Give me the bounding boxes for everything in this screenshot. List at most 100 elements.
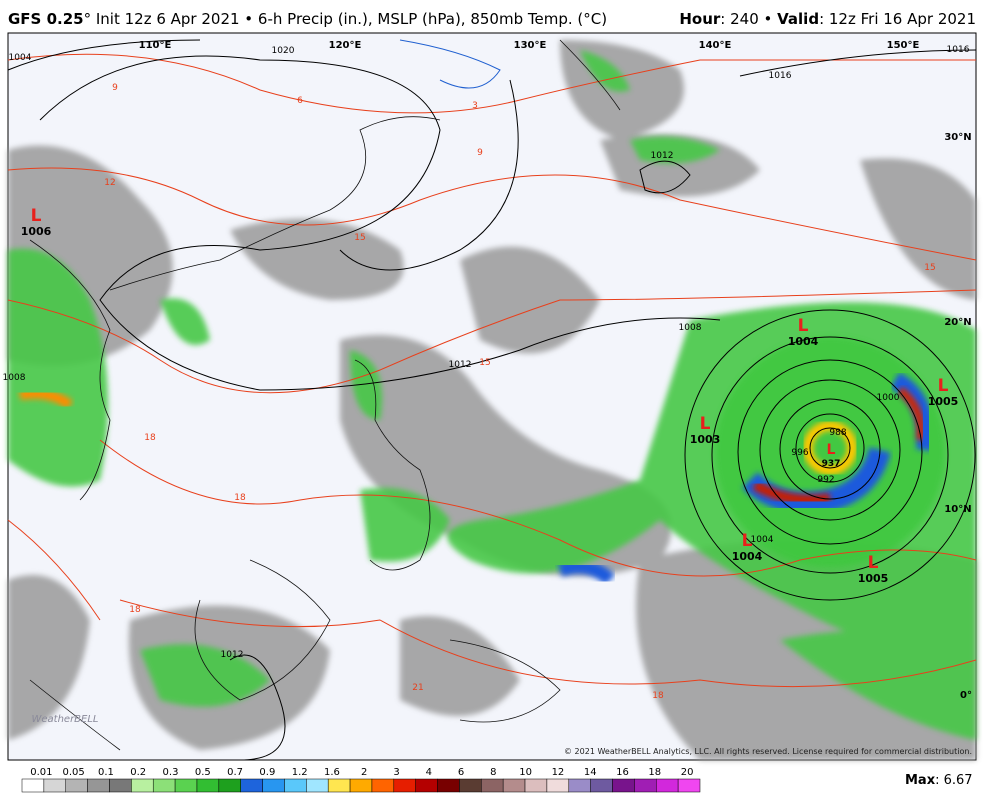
legend-swatch: [65, 778, 88, 793]
spiral-core: [752, 480, 831, 505]
logo: WeatherBELL: [31, 714, 98, 725]
temperature-label: 6: [297, 96, 303, 106]
legend-swatch: [284, 778, 307, 793]
legend-label: 0.05: [63, 767, 85, 778]
temperature-label: 18: [129, 605, 141, 615]
legend-swatch: [481, 778, 504, 793]
isobar-label: 988: [829, 428, 846, 438]
header-left: GFS 0.25° Init 12z 6 Apr 2021 • 6-h Prec…: [8, 10, 607, 28]
legend-label: 10: [519, 767, 532, 778]
isobar-label: 1000: [877, 393, 900, 403]
low-pressure: 1004: [788, 335, 819, 348]
legend-swatch: [196, 778, 220, 793]
temp-contours: [7, 53, 977, 688]
legend-swatch: [590, 778, 613, 793]
legend-swatch: [459, 778, 482, 793]
coastlines: [29, 39, 621, 751]
legend: 0.01 0.05 0.1 0.2 0.3 0.5 0.7 0.9 1.2 1.6 2 3 4 6 8 10 1…: [21, 767, 701, 793]
temperature-label: 12: [104, 178, 115, 188]
low-pressure: 937: [822, 459, 841, 469]
header-right: Hour: 240 • Valid: 12z Fri 16 Apr 2021: [679, 10, 976, 28]
latitude-label: 20°N: [944, 317, 971, 328]
legend-swatch: [349, 778, 373, 793]
temperature-label: 21: [412, 683, 423, 693]
legend-swatch: [240, 778, 263, 793]
isobars: [7, 39, 977, 761]
legend-swatch: [43, 778, 66, 793]
legend-label: 14: [584, 767, 597, 778]
legend-swatch: [174, 778, 198, 793]
legend-label: 3: [393, 767, 399, 778]
legend-label: 1.6: [324, 767, 340, 778]
legend-label: 0.7: [227, 767, 243, 778]
legend-label: 0.2: [130, 767, 146, 778]
legend-swatch: [306, 778, 329, 793]
isobar-label: 992: [817, 475, 834, 485]
low-pressure: 1003: [690, 433, 721, 446]
legend-swatch: [502, 778, 526, 793]
isobar-label: 1008: [679, 323, 702, 333]
max-label: Max: [905, 773, 936, 788]
temperature-label: 18: [652, 691, 664, 701]
legend-swatch: [546, 778, 570, 793]
legend-swatch: [634, 778, 657, 793]
valid-value: : 12z Fri 16 Apr 2021: [819, 10, 976, 28]
legend-swatch: [677, 778, 701, 793]
legend-label: 0.9: [259, 767, 275, 778]
legend-swatch: [21, 778, 45, 793]
temperature-label: 15: [924, 263, 935, 273]
isobar-label: 996: [791, 448, 808, 458]
latitude-label: 30°N: [944, 132, 971, 143]
isobar-label: 1016: [947, 45, 970, 55]
legend-swatch: [262, 778, 285, 793]
legend-swatch: [109, 778, 132, 793]
band: [19, 388, 73, 410]
legend-label: 18: [648, 767, 661, 778]
legend-label: 6: [458, 767, 464, 778]
longitude-label: 110°E: [139, 40, 172, 51]
legend-swatch: [393, 778, 416, 793]
legend-swatch: [524, 778, 548, 793]
max: Max: 6.67: [905, 773, 973, 788]
valid-label: Valid: [777, 10, 819, 28]
legend-swatch: [371, 778, 395, 793]
max-value: : 6.67: [935, 773, 972, 788]
outer-band: [890, 372, 935, 451]
legend-swatch: [656, 778, 679, 793]
isobar-label: 1004: [9, 53, 32, 63]
legend-swatch: [218, 778, 241, 793]
isobar-label: 1012: [221, 650, 244, 660]
legend-label: 0.5: [195, 767, 211, 778]
legend-swatch: [415, 778, 438, 793]
legend-swatch: [437, 778, 460, 793]
isobar-label: 1016: [769, 71, 792, 81]
low-pressure: 1005: [858, 572, 889, 585]
legend-label: 16: [616, 767, 629, 778]
latitude-label: 0°: [960, 690, 972, 701]
isobar-label: 1004: [751, 535, 774, 545]
hour-value: : 240 •: [720, 10, 777, 28]
temperature-label: 15: [479, 358, 490, 368]
hour-label: Hour: [679, 10, 721, 28]
low-symbol: L: [31, 206, 42, 226]
temperature-label: 3: [472, 101, 478, 111]
low-symbol: L: [742, 531, 753, 551]
low-pressure: 1004: [732, 550, 763, 563]
isobar-label: 1008: [3, 373, 26, 383]
legend-swatch: [327, 778, 351, 793]
cold-contour: [399, 39, 501, 89]
longitude-label: 120°E: [329, 40, 362, 51]
low-pressure: 1005: [928, 395, 959, 408]
low-pressure: 1006: [21, 225, 52, 238]
temperature-label: 18: [144, 433, 156, 443]
low-symbol: L: [868, 553, 879, 573]
eyewall: [803, 421, 857, 475]
legend-swatch: [152, 778, 176, 793]
copyright: © 2021 WeatherBELL Analytics, LLC. All r…: [564, 747, 972, 756]
low-symbol: L: [938, 376, 949, 396]
legend-swatch: [612, 778, 635, 793]
temperature-label: 9: [112, 83, 118, 93]
longitude-label: 140°E: [699, 40, 732, 51]
